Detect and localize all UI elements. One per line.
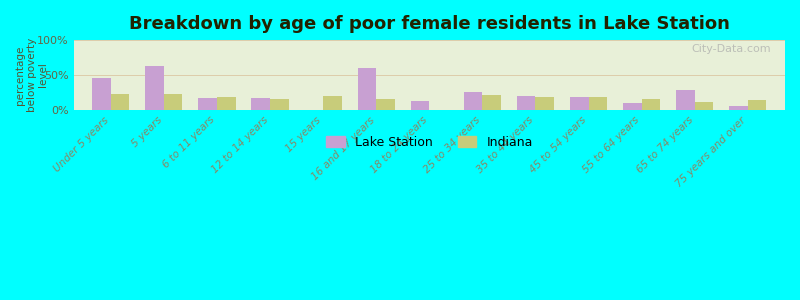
Bar	[358, 68, 376, 110]
Text: City-Data.com: City-Data.com	[691, 44, 770, 54]
Title: Breakdown by age of poor female residents in Lake Station: Breakdown by age of poor female resident…	[129, 15, 730, 33]
Bar	[464, 92, 482, 110]
Bar	[323, 96, 342, 110]
Bar	[623, 103, 642, 110]
Bar	[198, 98, 217, 110]
Legend: Lake Station, Indiana: Lake Station, Indiana	[321, 131, 538, 154]
Bar	[251, 98, 270, 110]
Bar	[694, 102, 714, 110]
Bar	[270, 99, 289, 110]
Bar	[111, 94, 130, 110]
Bar	[146, 66, 164, 110]
Bar	[730, 106, 748, 110]
Bar	[676, 90, 694, 110]
Bar	[642, 100, 660, 110]
Bar	[164, 94, 182, 110]
Bar	[748, 100, 766, 110]
Bar	[410, 101, 430, 110]
Bar	[535, 97, 554, 110]
Bar	[376, 99, 395, 110]
Bar	[482, 95, 501, 110]
Bar	[217, 97, 235, 110]
Bar	[92, 78, 111, 110]
Bar	[570, 97, 589, 110]
Bar	[589, 97, 607, 110]
Y-axis label: percentage
below poverty
level: percentage below poverty level	[15, 38, 48, 112]
Bar	[517, 96, 535, 110]
